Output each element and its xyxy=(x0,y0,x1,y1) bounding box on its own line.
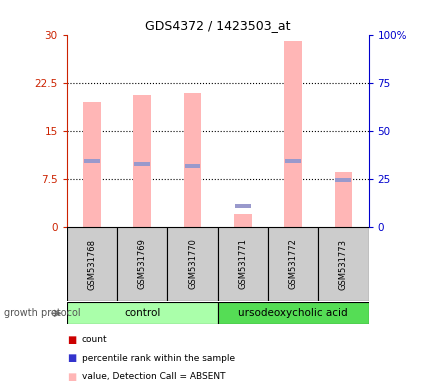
Bar xyxy=(117,227,167,301)
Text: control: control xyxy=(124,308,160,318)
Bar xyxy=(335,178,350,182)
Text: ursodeoxycholic acid: ursodeoxycholic acid xyxy=(238,308,347,318)
Bar xyxy=(284,41,301,227)
Title: GDS4372 / 1423503_at: GDS4372 / 1423503_at xyxy=(144,19,290,32)
Text: percentile rank within the sample: percentile rank within the sample xyxy=(82,354,234,363)
Bar xyxy=(183,93,201,227)
Bar xyxy=(83,102,101,227)
Bar xyxy=(217,227,267,301)
Bar xyxy=(334,172,351,227)
Bar xyxy=(317,227,368,301)
Bar xyxy=(167,227,217,301)
Bar xyxy=(67,227,117,301)
Bar xyxy=(234,204,250,208)
Text: GSM531769: GSM531769 xyxy=(138,238,146,290)
Text: count: count xyxy=(82,335,107,344)
Bar xyxy=(133,95,150,227)
Bar xyxy=(217,302,368,324)
Bar xyxy=(267,227,317,301)
Text: GSM531771: GSM531771 xyxy=(238,238,247,290)
Bar xyxy=(134,162,150,166)
Bar xyxy=(67,302,217,324)
Bar xyxy=(84,159,100,163)
Bar xyxy=(233,214,251,227)
Text: ■: ■ xyxy=(67,353,76,363)
Text: ■: ■ xyxy=(67,372,76,382)
Text: GSM531768: GSM531768 xyxy=(87,238,96,290)
Text: GSM531772: GSM531772 xyxy=(288,238,297,290)
Bar xyxy=(285,159,300,163)
Text: value, Detection Call = ABSENT: value, Detection Call = ABSENT xyxy=(82,372,225,381)
Text: GSM531770: GSM531770 xyxy=(187,238,197,290)
Text: growth protocol: growth protocol xyxy=(4,308,81,318)
Text: GSM531773: GSM531773 xyxy=(338,238,347,290)
Bar xyxy=(184,164,200,168)
Text: ■: ■ xyxy=(67,335,76,345)
